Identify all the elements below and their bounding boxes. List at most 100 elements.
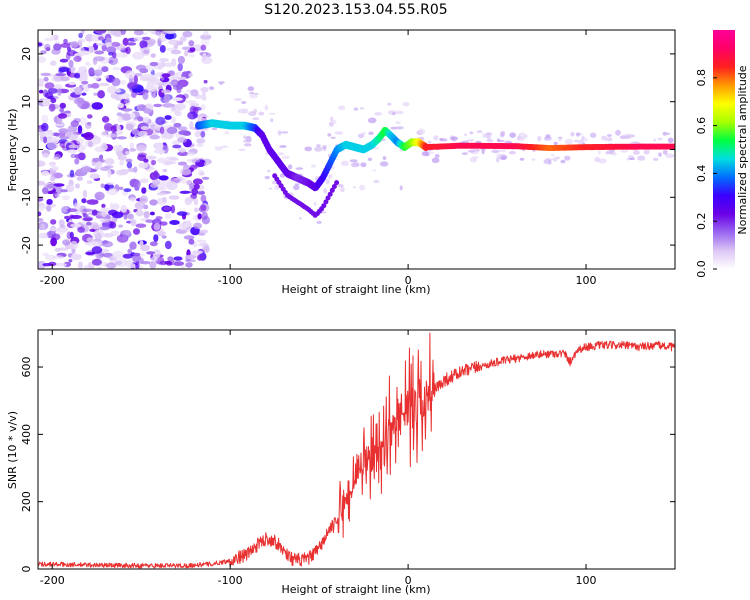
noise-blob <box>78 38 86 43</box>
noise-blob <box>323 188 328 194</box>
noise-blob <box>135 261 140 269</box>
noise-blob <box>556 156 560 159</box>
noise-blob <box>373 179 380 184</box>
noise-blob <box>112 250 124 260</box>
y-tick-label: -10 <box>20 188 33 206</box>
noise-blob <box>166 181 178 191</box>
noise-blob <box>152 131 158 135</box>
noise-blob <box>118 224 123 228</box>
noise-blob <box>57 113 68 119</box>
noise-blob <box>44 43 51 51</box>
noise-blob <box>110 125 117 133</box>
noise-blob <box>188 54 196 58</box>
noise-blob <box>187 111 198 120</box>
noise-blob <box>352 186 356 189</box>
noise-blob <box>122 234 128 240</box>
noise-blob <box>106 133 118 138</box>
noise-blob <box>171 117 177 124</box>
noise-blob <box>157 157 167 164</box>
noise-blob <box>219 82 223 86</box>
noise-blob <box>316 220 322 224</box>
noise-blob <box>170 105 182 113</box>
noise-blob <box>101 66 109 73</box>
noise-blob <box>330 119 337 125</box>
noise-blob <box>537 136 542 142</box>
noise-blob <box>564 138 574 145</box>
noise-blob <box>238 148 246 151</box>
noise-blob <box>161 89 171 94</box>
noise-blob <box>172 261 185 266</box>
noise-blob <box>295 167 304 170</box>
noise-blob <box>395 110 404 115</box>
noise-blob <box>108 59 114 64</box>
noise-blob <box>189 183 195 190</box>
noise-blob <box>74 153 85 159</box>
ridge-echo-mark <box>329 187 335 193</box>
noise-blob <box>129 241 137 250</box>
noise-blob <box>203 30 209 36</box>
noise-blob <box>134 179 141 189</box>
noise-blob <box>553 141 558 146</box>
noise-blob <box>57 88 62 96</box>
noise-blob <box>180 168 192 176</box>
noise-blob <box>59 58 69 63</box>
noise-blob <box>152 252 161 259</box>
noise-blob <box>179 190 192 194</box>
noise-blob <box>85 251 96 255</box>
noise-blob <box>73 97 85 105</box>
spectrogram-x-axis-label: Height of straight line (km) <box>281 283 430 296</box>
noise-blob <box>50 227 57 232</box>
colorbar-tick-label: 0.4 <box>695 165 708 183</box>
noise-blob <box>169 75 176 81</box>
noise-blob <box>78 50 90 56</box>
noise-blob <box>73 202 81 210</box>
noise-blob <box>623 133 632 139</box>
noise-blob <box>274 185 280 190</box>
noise-blob <box>382 156 387 160</box>
noise-blob <box>129 197 137 203</box>
noise-blob <box>106 188 119 196</box>
noise-blob <box>86 180 93 184</box>
noise-blob <box>159 126 165 135</box>
noise-blob <box>125 46 131 55</box>
noise-blob <box>243 139 252 143</box>
noise-blob <box>38 232 49 239</box>
noise-blob <box>114 260 123 265</box>
noise-blob <box>498 149 507 153</box>
noise-blob <box>105 181 115 185</box>
noise-blob <box>439 138 448 142</box>
noise-blob <box>191 159 201 163</box>
noise-blob <box>177 151 189 156</box>
noise-blob <box>76 138 85 145</box>
noise-blob <box>125 151 130 155</box>
noise-blob <box>42 263 52 267</box>
noise-blob <box>360 107 365 110</box>
noise-blob <box>177 126 188 131</box>
noise-blob <box>38 197 44 202</box>
noise-blob <box>143 49 150 54</box>
noise-blob <box>177 176 184 180</box>
noise-blob <box>116 124 121 133</box>
noise-blob <box>189 121 194 130</box>
noise-blob <box>74 183 80 189</box>
noise-blob <box>91 246 103 254</box>
noise-blob <box>100 131 108 137</box>
noise-blob <box>268 112 277 115</box>
noise-blob <box>123 211 128 220</box>
noise-blob <box>101 203 106 208</box>
noise-blob <box>117 144 123 148</box>
noise-blob <box>101 211 107 217</box>
noise-blob <box>164 115 172 120</box>
noise-blob <box>184 50 189 57</box>
noise-blob <box>89 173 100 179</box>
noise-blob <box>70 41 79 48</box>
noise-blob <box>434 154 440 158</box>
noise-blob <box>141 187 147 194</box>
noise-blob <box>139 40 148 49</box>
noise-blob <box>122 53 128 58</box>
noise-blob <box>146 155 157 160</box>
noise-blob <box>81 166 92 173</box>
noise-blob <box>77 261 83 269</box>
noise-blob <box>73 55 82 63</box>
